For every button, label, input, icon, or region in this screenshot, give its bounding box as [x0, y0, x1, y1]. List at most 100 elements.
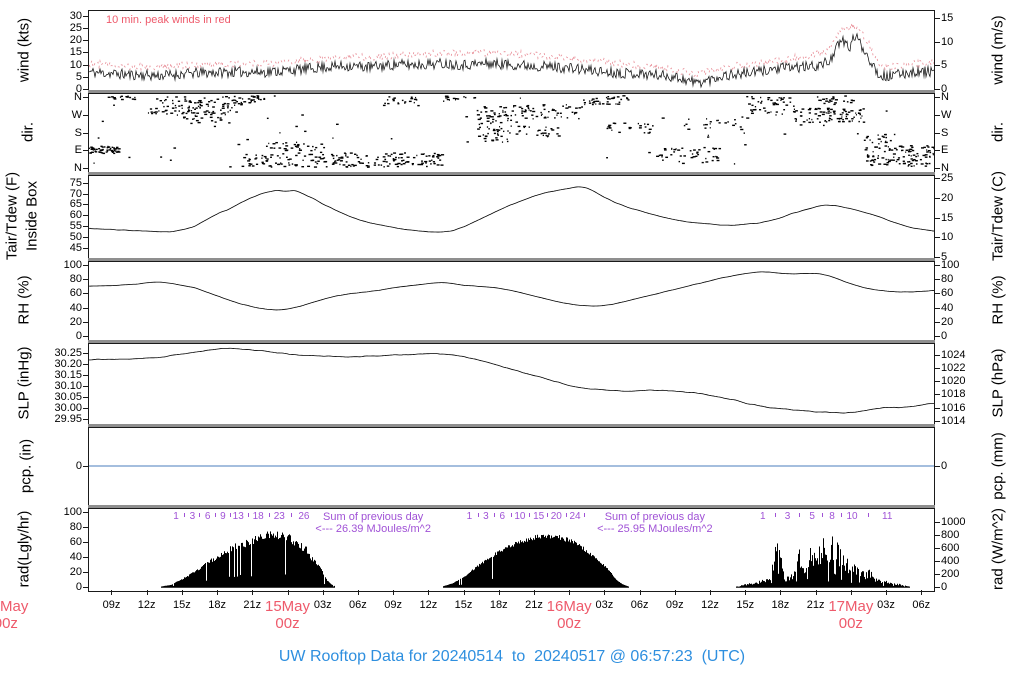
y-tick-label: 25 [941, 172, 954, 185]
rad-cumulative-number: 23 [273, 511, 285, 522]
y-tick-mark [83, 248, 88, 250]
panel-separator [88, 258, 935, 261]
y-tick-label: 100 [63, 505, 82, 518]
rad-cumulative-tick [584, 513, 586, 517]
y-tick-mark [935, 17, 940, 19]
y-tick-label: 0 [75, 83, 82, 95]
x-tick-mark [569, 590, 571, 595]
y-tick-label: 100 [941, 258, 960, 271]
rad-cumulative-tick [494, 513, 496, 517]
y-tick-mark [83, 132, 88, 134]
radiation-panel [88, 508, 935, 592]
y-tick-mark [935, 197, 940, 199]
x-tick-mark [498, 590, 500, 595]
y-tick-mark [935, 548, 940, 550]
y-tick-mark [83, 215, 88, 217]
y-tick-mark [935, 237, 940, 239]
rad-cumulative-number: 6 [499, 511, 506, 522]
panel-separator [88, 340, 935, 343]
y-tick-label: 15 [941, 211, 954, 224]
y-tick-label: W [71, 108, 82, 121]
rad-cumulative-tick [199, 513, 201, 517]
x-tick-label: 06z [349, 599, 367, 611]
y-tick-label: 60 [941, 287, 954, 300]
rad-cumulative-number: 24 [569, 511, 581, 522]
direction-axis-label: dir. [19, 121, 37, 143]
x-tick-mark [146, 590, 148, 595]
rad-cumulative-number: 26 [298, 511, 310, 522]
y-tick-label: 1020 [941, 375, 966, 388]
x-tick-label: 21z [243, 599, 262, 611]
y-tick-mark [83, 321, 88, 323]
y-tick-mark [935, 561, 940, 563]
date-label: 17May 00z [828, 598, 874, 632]
y-tick-label: 800 [941, 529, 960, 542]
y-tick-label: 29.95 [54, 412, 82, 425]
direction-right-axis-label: dir. [989, 121, 1007, 143]
date-label: 16May 00z [546, 598, 592, 632]
rad-cumulative-tick [268, 513, 270, 517]
panel-separator [88, 424, 935, 427]
pressure-plot-canvas [89, 344, 934, 423]
y-tick-label: E [941, 144, 949, 157]
rad-cumulative-tick [868, 513, 870, 517]
x-tick-mark [850, 590, 852, 595]
y-tick-label: 0 [75, 460, 82, 472]
y-tick-mark [83, 15, 88, 17]
y-tick-mark [83, 571, 88, 573]
rad-cumulative-tick [529, 513, 531, 517]
y-tick-mark [935, 522, 940, 524]
x-tick-mark [322, 590, 324, 595]
y-tick-label: N [941, 162, 949, 175]
rad-cumulative-number: 8 [829, 511, 835, 522]
y-tick-label: 45 [69, 242, 82, 255]
rad-cumulative-tick [546, 513, 548, 517]
humidity-plot-canvas [89, 262, 934, 339]
y-tick-mark [935, 257, 940, 258]
rad-daily-sum-label: Sum of previous day <--- 26.39 MJoules/m^… [315, 511, 431, 535]
y-tick-label: 0 [75, 580, 82, 593]
direction-panel [88, 93, 935, 174]
y-tick-label: 70 [69, 187, 82, 200]
pressure-axis-label: SLP (inHg) [15, 346, 33, 420]
precip-axis-label: pcp. (in) [17, 438, 35, 494]
y-tick-mark [83, 237, 88, 239]
y-tick-label: 200 [941, 567, 960, 580]
y-tick-label: 30.25 [54, 346, 82, 359]
x-tick-mark [780, 590, 782, 595]
y-tick-mark [83, 407, 88, 409]
y-tick-label: 10 [941, 231, 954, 244]
y-tick-mark [83, 511, 88, 513]
rad-cumulative-number: 10 [846, 511, 858, 522]
wind-ms-axis-label: wind (m/s) [989, 15, 1007, 85]
date-label: 15May 00z [264, 598, 311, 632]
rad-cumulative-tick [774, 513, 776, 517]
y-tick-label: 5 [75, 70, 82, 83]
x-tick-label: 03z [313, 599, 332, 611]
rad-cumulative-tick [230, 513, 231, 517]
y-tick-mark [83, 114, 88, 116]
y-tick-mark [83, 204, 88, 206]
y-tick-label: 40 [941, 301, 954, 314]
y-tick-label: 15 [941, 11, 954, 24]
y-tick-label: 0 [941, 83, 948, 95]
y-tick-label: 80 [69, 520, 82, 533]
y-tick-label: 50 [69, 231, 82, 244]
x-tick-label: 15z [173, 599, 191, 611]
y-tick-mark [83, 28, 88, 30]
y-tick-mark [935, 96, 940, 98]
y-tick-mark [935, 535, 940, 537]
wind-panel [88, 10, 935, 92]
rad-cumulative-tick [565, 513, 567, 517]
y-tick-mark [83, 64, 88, 66]
y-tick-mark [935, 168, 940, 170]
rad-cumulative-tick [214, 513, 216, 517]
y-tick-mark [935, 381, 940, 383]
y-tick-label: 20 [69, 565, 82, 578]
y-tick-label: 30.10 [54, 379, 82, 392]
x-tick-label: 18z [489, 599, 508, 611]
y-tick-label: 30 [69, 9, 82, 22]
y-tick-mark [935, 89, 940, 90]
humidity-panel [88, 261, 935, 342]
rad-cumulative-tick [184, 513, 186, 517]
